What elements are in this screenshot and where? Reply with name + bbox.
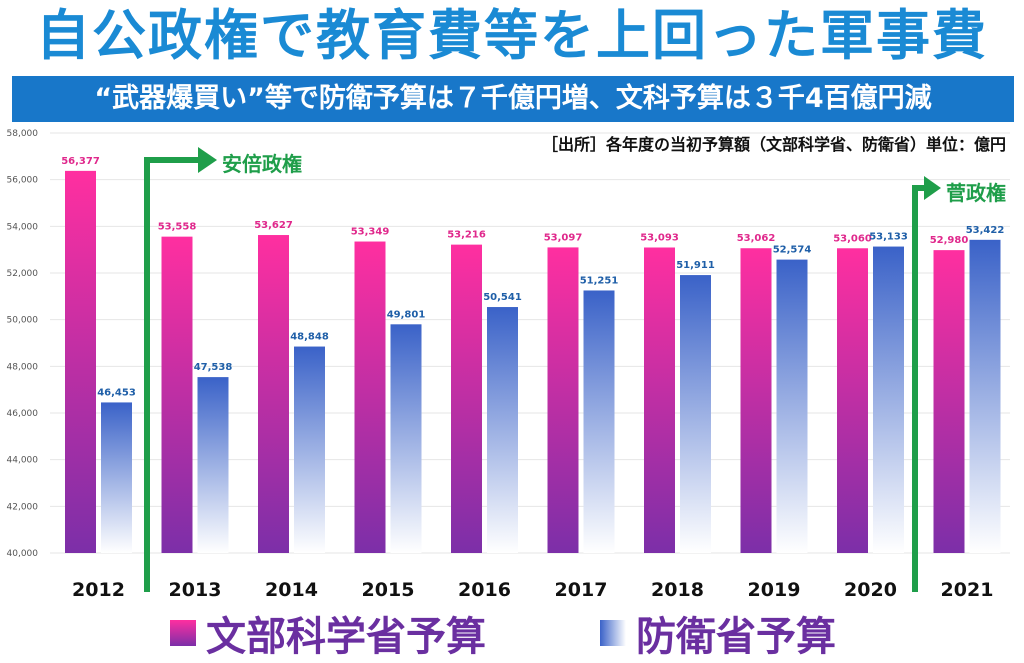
legend-label-mext: 文部科学省予算	[206, 614, 486, 660]
y-tick-label: 54,000	[7, 222, 39, 232]
x-tick-label: 2016	[458, 579, 511, 601]
bar-mod	[390, 324, 422, 553]
x-tick-label: 2015	[362, 579, 415, 601]
data-label-mod: 49,801	[387, 309, 426, 320]
bar-mod	[101, 402, 132, 553]
suga-arrow-head	[924, 176, 941, 200]
bar-mod	[294, 346, 325, 553]
bar-mext	[933, 250, 965, 553]
bar-mext	[837, 248, 868, 553]
x-tick-label: 2020	[844, 579, 897, 601]
x-tick-label: 2018	[651, 579, 704, 601]
source-note: ［出所］各年度の当初予算額（文部科学省、防衛省）単位：億円	[541, 135, 1006, 154]
legend-label-mod: 防衛省予算	[636, 614, 836, 660]
data-label-mod: 47,538	[194, 362, 233, 373]
data-label-mod: 51,251	[580, 275, 619, 286]
legend-swatch-mod	[600, 620, 626, 646]
bar-mod	[873, 246, 904, 553]
bar-chart: 40,000 42,000 44,000 46,000 48,000 50,000 52,0…	[7, 129, 1010, 601]
y-tick-label: 52,000	[7, 269, 39, 279]
suga-cabinet-label: 菅政権	[946, 181, 1006, 205]
x-tick-label: 2017	[555, 579, 608, 601]
data-label-mod: 53,422	[966, 225, 1005, 236]
bar-mext	[354, 241, 386, 554]
data-labels: 56,377 46,453 53,558 47,538 53,627 48,848 53,3…	[61, 156, 1004, 399]
y-tick-label: 44,000	[7, 456, 39, 466]
y-tick-label: 58,000	[7, 129, 39, 139]
bars	[65, 170, 1001, 554]
bar-mext	[65, 170, 96, 553]
data-label-mod: 46,453	[97, 387, 136, 398]
x-tick-label: 2013	[169, 579, 222, 601]
abe-arrow-head	[198, 147, 217, 173]
data-label-mext: 53,216	[447, 230, 486, 241]
data-label-mext: 53,060	[833, 233, 872, 244]
data-label-mod: 52,574	[773, 245, 812, 256]
bar-mod	[680, 275, 711, 553]
cabinet-arrows	[144, 147, 941, 592]
bar-mod	[583, 290, 615, 553]
data-label-mext: 53,062	[737, 233, 776, 244]
data-label-mext: 56,377	[61, 156, 100, 167]
x-tick-label: 2019	[748, 579, 801, 601]
bar-mod	[487, 307, 518, 553]
bar-mext	[161, 236, 193, 553]
bar-mext	[547, 247, 579, 554]
data-label-mext: 52,980	[930, 235, 969, 246]
data-label-mext: 53,558	[158, 222, 197, 233]
suga-cabinet-arrow	[912, 185, 926, 592]
legend-mext: 文部科学省予算	[170, 608, 486, 660]
abe-cabinet-arrow	[144, 157, 200, 592]
x-axis-ticks: 2012 2013 2014 2015 2016 2017 2018 2019 2020 2021	[72, 579, 993, 601]
y-tick-label: 48,000	[7, 362, 39, 372]
y-tick-label: 56,000	[7, 176, 39, 186]
bar-mod	[776, 259, 808, 553]
x-tick-label: 2021	[941, 579, 994, 601]
y-axis-ticks: 40,000 42,000 44,000 46,000 48,000 50,000 52,0…	[7, 129, 39, 559]
subtitle-banner: “武器爆買い”等で防衛予算は７千億円増、文科予算は３千4百億円減	[12, 76, 1014, 122]
y-tick-label: 42,000	[7, 502, 39, 512]
y-tick-label: 50,000	[7, 316, 39, 326]
legend-mod: 防衛省予算	[600, 608, 836, 660]
bar-mod	[969, 239, 1001, 553]
data-label-mext: 53,349	[351, 227, 390, 238]
bar-mext	[451, 244, 482, 554]
x-tick-label: 2014	[265, 579, 318, 601]
legend-swatch-mext	[170, 620, 196, 646]
page-title: 自公政権で教育費等を上回った軍事費	[36, 4, 988, 67]
data-label-mod: 50,541	[483, 292, 522, 303]
y-tick-label: 40,000	[7, 549, 39, 559]
bar-mext	[258, 235, 289, 553]
data-label-mext: 53,093	[640, 232, 679, 243]
data-label-mod: 51,911	[676, 260, 715, 271]
y-tick-label: 46,000	[7, 409, 39, 419]
data-label-mext: 53,627	[254, 220, 293, 231]
bar-mext	[644, 247, 675, 553]
bar-mext	[740, 248, 772, 553]
data-label-mod: 53,133	[869, 232, 908, 243]
subtitle-text: “武器爆買い”等で防衛予算は７千億円増、文科予算は３千4百億円減	[94, 83, 932, 114]
x-tick-label: 2012	[72, 579, 125, 601]
abe-cabinet-label: 安倍政権	[222, 152, 302, 176]
bar-mod	[197, 377, 229, 553]
data-label-mod: 48,848	[290, 332, 329, 343]
data-label-mext: 53,097	[544, 232, 583, 243]
